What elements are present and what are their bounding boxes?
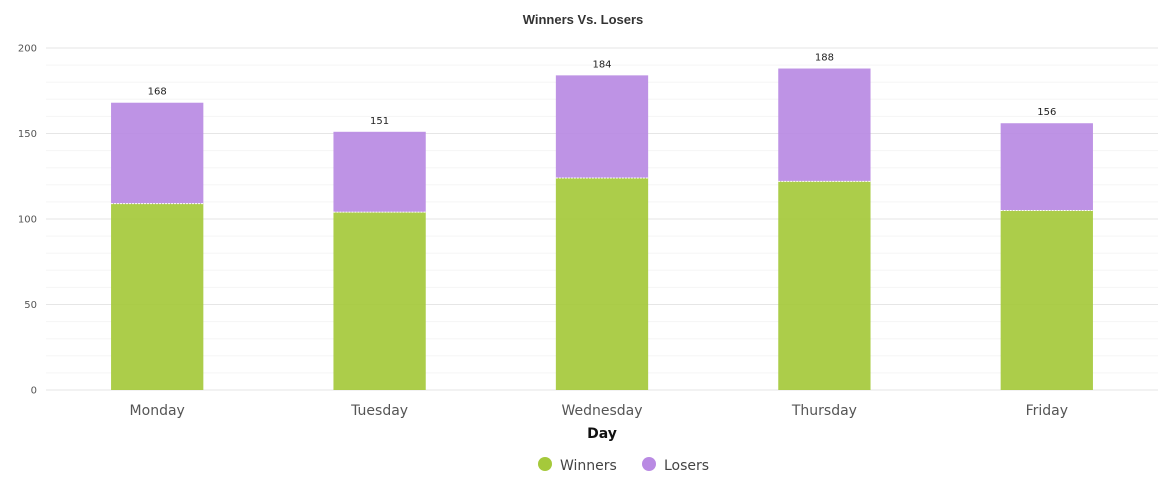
x-axis-ticks: Monday Tuesday Wednesday Thursday Friday	[130, 403, 1068, 419]
total-label-tuesday: 151	[370, 116, 389, 127]
legend: Winners Losers	[538, 457, 709, 474]
data-labels: 168 151 184 188 156	[148, 53, 1057, 127]
y-tick-label: 50	[24, 300, 37, 311]
bar-losers-thursday	[778, 68, 871, 182]
y-tick-label: 100	[18, 215, 37, 226]
y-tick-label: 0	[31, 386, 37, 397]
x-tick-label-monday: Monday	[130, 403, 185, 419]
bar-losers-wednesday	[555, 75, 649, 178]
y-tick-label: 150	[18, 129, 37, 140]
x-tick-label-friday: Friday	[1026, 403, 1068, 419]
x-tick-label-tuesday: Tuesday	[350, 403, 408, 419]
bar-winners-wednesday	[555, 177, 649, 390]
total-label-monday: 168	[148, 87, 167, 98]
legend-marker	[538, 457, 552, 471]
bar-winners-thursday	[778, 181, 871, 390]
legend-label: Losers	[664, 458, 709, 474]
legend-item-winners[interactable]: Winners	[538, 457, 617, 474]
bar-winners-monday	[111, 203, 204, 390]
bar-winners-friday	[1000, 210, 1093, 390]
chart-title: Winners Vs. Losers	[523, 12, 644, 27]
bar-losers-monday	[111, 102, 204, 204]
legend-marker	[642, 457, 656, 471]
y-axis-ticks: 0 50 100 150 200	[18, 44, 37, 397]
legend-item-losers[interactable]: Losers	[642, 457, 709, 474]
bar-winners-tuesday	[333, 212, 426, 390]
legend-label: Winners	[560, 458, 617, 474]
x-tick-label-thursday: Thursday	[791, 403, 857, 419]
bar-losers-tuesday	[333, 131, 426, 213]
bars	[111, 68, 1093, 390]
y-tick-label: 200	[18, 44, 37, 55]
total-label-thursday: 188	[815, 53, 834, 64]
bar-losers-friday	[1000, 123, 1093, 211]
total-label-wednesday: 184	[592, 59, 611, 70]
x-axis-label: Day	[587, 426, 617, 442]
x-tick-label-wednesday: Wednesday	[561, 403, 642, 419]
total-label-friday: 156	[1037, 107, 1056, 118]
